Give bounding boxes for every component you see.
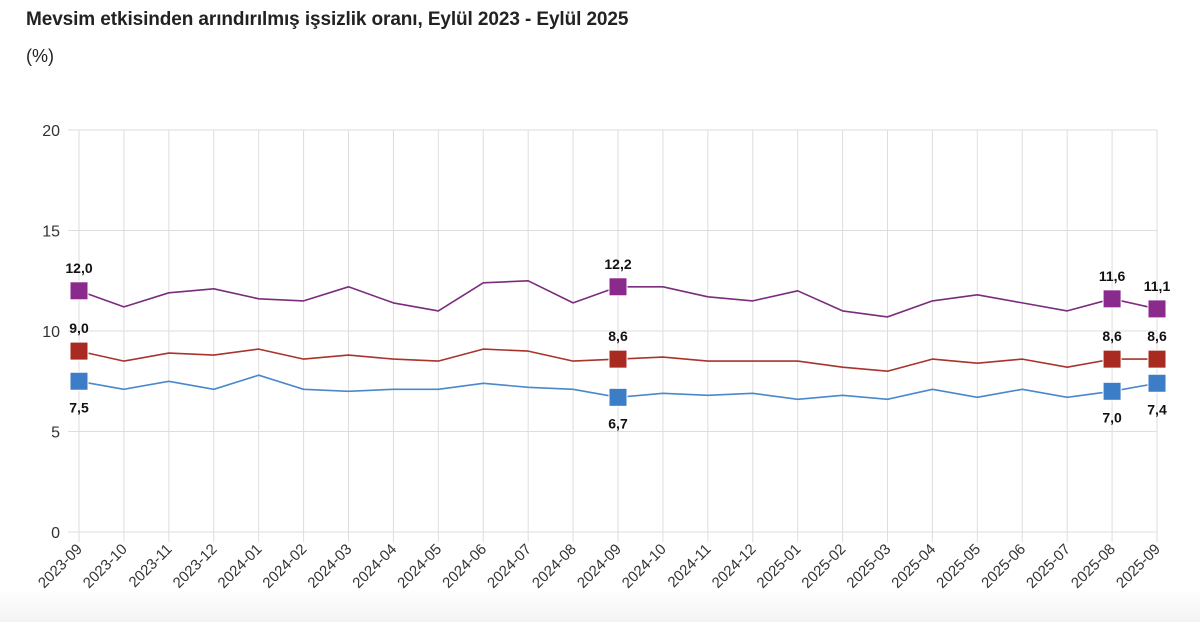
data-label: 6,7 [608,415,628,431]
red-series-marker [1147,349,1167,369]
y-axis-ticks: 0 5 10 15 20 [42,123,60,542]
blue-series-marker [1147,373,1167,393]
x-tick-label: 2024-11 [665,541,715,591]
data-label: 8,6 [608,328,628,344]
x-axis-ticks: 2023-092023-102023-112023-122024-012024-… [35,541,1164,592]
x-tick-label: 2024-07 [484,541,535,592]
x-tick-label: 2024-05 [394,541,445,592]
x-tick-label: 2024-06 [439,541,490,592]
data-label: 7,0 [1102,409,1122,425]
x-tick-label: 2023-10 [80,541,131,592]
data-label: 7,5 [69,399,89,415]
chart-series [69,277,1167,407]
data-label: 12,0 [65,260,92,276]
x-tick-label: 2025-04 [888,541,939,592]
x-tick-label: 2024-09 [574,541,625,592]
x-tick-label: 2025-09 [1113,541,1164,592]
data-label: 12,2 [604,256,631,272]
purple-series-marker [1147,299,1167,319]
x-tick-label: 2025-03 [843,541,894,592]
blue-series-marker [69,371,89,391]
y-tick-label: 20 [42,123,60,140]
x-tick-label: 2024-03 [304,541,355,592]
x-tick-label: 2024-10 [619,541,670,592]
x-tick-label: 2025-08 [1068,541,1119,592]
purple-series-marker [608,277,628,297]
data-label: 7,4 [1147,401,1167,417]
x-tick-label: 2024-01 [215,541,266,592]
x-tick-label: 2023-11 [126,541,176,591]
x-tick-label: 2024-02 [259,541,310,592]
purple-series-marker [69,281,89,301]
data-label: 8,6 [1102,328,1122,344]
x-tick-label: 2023-09 [35,541,86,592]
purple-series-marker [1102,289,1122,309]
red-series-marker [1102,349,1122,369]
x-tick-label: 2025-01 [754,541,805,592]
blue-series-marker [608,387,628,407]
chart-title: Mevsim etkisinden arındırılmış işsizlik … [26,9,629,30]
y-tick-label: 0 [51,525,60,542]
x-tick-label: 2024-12 [709,541,760,592]
data-label: 11,1 [1144,278,1171,294]
x-tick-label: 2025-05 [933,541,984,592]
blue-series-marker [1102,381,1122,401]
chart-unit-label: (%) [26,46,54,66]
data-label: 11,6 [1099,268,1126,284]
red-series-marker [608,349,628,369]
y-tick-label: 5 [51,425,60,442]
y-tick-label: 15 [42,224,60,241]
data-labels: 12,0 12,2 11,6 11,1 9,0 8,6 8,6 8,6 7,5 6,7 7,0 7,4 [65,256,1170,432]
x-tick-label: 2024-04 [349,541,400,592]
data-label: 9,0 [69,320,89,336]
data-label: 8,6 [1147,328,1167,344]
chart-grid [68,129,1158,542]
x-tick-label: 2025-02 [798,541,849,592]
y-tick-label: 10 [42,324,60,341]
x-tick-label: 2025-06 [978,541,1029,592]
x-tick-label: 2023-12 [170,541,221,592]
x-tick-label: 2025-07 [1023,541,1074,592]
red-series-marker [69,341,89,361]
x-tick-label: 2024-08 [529,541,580,592]
